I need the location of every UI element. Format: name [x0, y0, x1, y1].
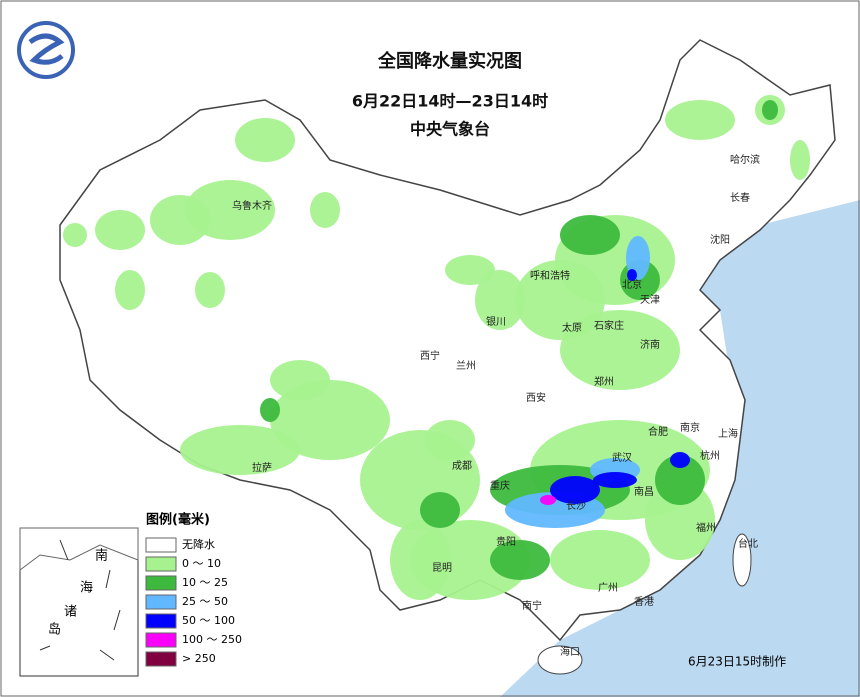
rain-area	[95, 210, 145, 250]
rain-area	[63, 223, 87, 247]
city: 贵阳	[496, 535, 516, 548]
city: 香港	[634, 596, 654, 608]
inset-coast	[19, 527, 139, 571]
city: 济南	[640, 338, 660, 351]
rain-area	[475, 270, 525, 330]
rain-area	[550, 476, 600, 504]
hainan	[537, 645, 583, 675]
city: 长沙	[566, 500, 586, 512]
rain-area	[540, 495, 556, 505]
rain-area	[560, 215, 620, 255]
city: 成都	[452, 460, 472, 472]
taiwan	[732, 533, 752, 587]
city: 沈阳	[710, 233, 730, 246]
city: 台北	[738, 537, 758, 550]
inset-lines	[39, 539, 121, 661]
legend-title: 图例(毫米)	[146, 512, 210, 528]
city-labels: 乌鲁木齐 哈尔滨 长春 沈阳 呼和浩特 北京 天津 银川 太原 石家庄 济南 西…	[232, 153, 760, 658]
rain-area	[195, 272, 225, 308]
city: 西宁	[420, 349, 440, 362]
precipitation	[63, 95, 810, 600]
rain-area	[115, 270, 145, 310]
legend-label: 25 ～ 50	[182, 595, 228, 608]
legend-label: 10 ～ 25	[182, 576, 228, 589]
rain-area	[665, 100, 735, 140]
city: 哈尔滨	[730, 153, 760, 166]
rain-area	[762, 100, 778, 120]
legend-swatch	[145, 594, 177, 610]
legend-label: 100 ～ 250	[182, 633, 242, 646]
legend-label: 0 ～ 10	[182, 557, 221, 570]
rain-area	[627, 269, 637, 281]
legend-swatch	[145, 537, 177, 553]
inset-label: 诸	[64, 605, 77, 620]
rain-area	[420, 492, 460, 528]
rain-area	[593, 472, 637, 488]
city: 上海	[718, 427, 738, 440]
rain-area	[490, 540, 550, 580]
legend-swatch	[145, 613, 177, 629]
city: 武汉	[612, 451, 632, 464]
rain-area	[425, 420, 475, 460]
legend-label: 无降水	[182, 537, 215, 551]
rain-area	[260, 398, 280, 422]
city: 福州	[696, 521, 716, 534]
city: 南京	[680, 421, 700, 434]
city: 南宁	[522, 599, 542, 612]
logo	[17, 21, 75, 79]
city: 太原	[562, 321, 582, 334]
city: 重庆	[490, 479, 510, 492]
legend-label: > 250	[182, 652, 216, 665]
legend: 图例(毫米) 无降水 0 ～ 10 10 ～ 25 25 ～ 50 50 ～ 100 10…	[145, 512, 242, 667]
city: 杭州	[700, 449, 720, 462]
city: 拉萨	[252, 461, 272, 474]
city: 昆明	[432, 562, 452, 574]
legend-swatch	[145, 632, 177, 648]
legend-swatch	[145, 556, 177, 572]
rain-area	[645, 480, 715, 560]
rain-area	[790, 140, 810, 180]
city: 呼和浩特	[530, 270, 570, 282]
city: 广州	[598, 582, 618, 594]
rain-area	[180, 425, 300, 475]
city: 兰州	[456, 359, 476, 372]
rain-area	[670, 452, 690, 468]
city: 天津	[640, 294, 660, 306]
rain-area	[150, 195, 210, 245]
title: 全国降水量实况图	[377, 50, 522, 72]
period: 6月22日14时—23日14时	[352, 92, 548, 111]
legend-swatch	[145, 651, 177, 667]
rain-area	[390, 520, 450, 600]
rain-area	[310, 192, 340, 228]
rain-area	[235, 118, 295, 162]
inset-label: 海	[80, 581, 93, 596]
legend-label: 50 ～ 100	[182, 614, 235, 627]
city: 合肥	[648, 425, 668, 438]
city: 长春	[730, 192, 750, 204]
city: 南昌	[634, 485, 654, 498]
city: 石家庄	[594, 319, 624, 332]
rain-area	[550, 530, 650, 590]
agency: 中央气象台	[410, 120, 490, 139]
rain-area	[445, 255, 495, 285]
footer: 6月23日15时制作	[688, 655, 786, 669]
inset: 南 海 诸 岛	[19, 527, 139, 677]
city: 西安	[526, 391, 546, 404]
inset-label: 岛	[48, 622, 61, 638]
inset-label: 南	[95, 548, 108, 564]
sea	[500, 200, 860, 697]
city: 乌鲁木齐	[232, 199, 272, 212]
rain-area	[560, 310, 680, 390]
city: 银川	[486, 315, 506, 328]
rain-area	[655, 455, 705, 505]
city: 郑州	[594, 375, 614, 388]
city: 北京	[622, 278, 642, 291]
rain-area	[270, 360, 330, 400]
city: 海口	[560, 645, 580, 658]
legend-swatch	[145, 575, 177, 591]
